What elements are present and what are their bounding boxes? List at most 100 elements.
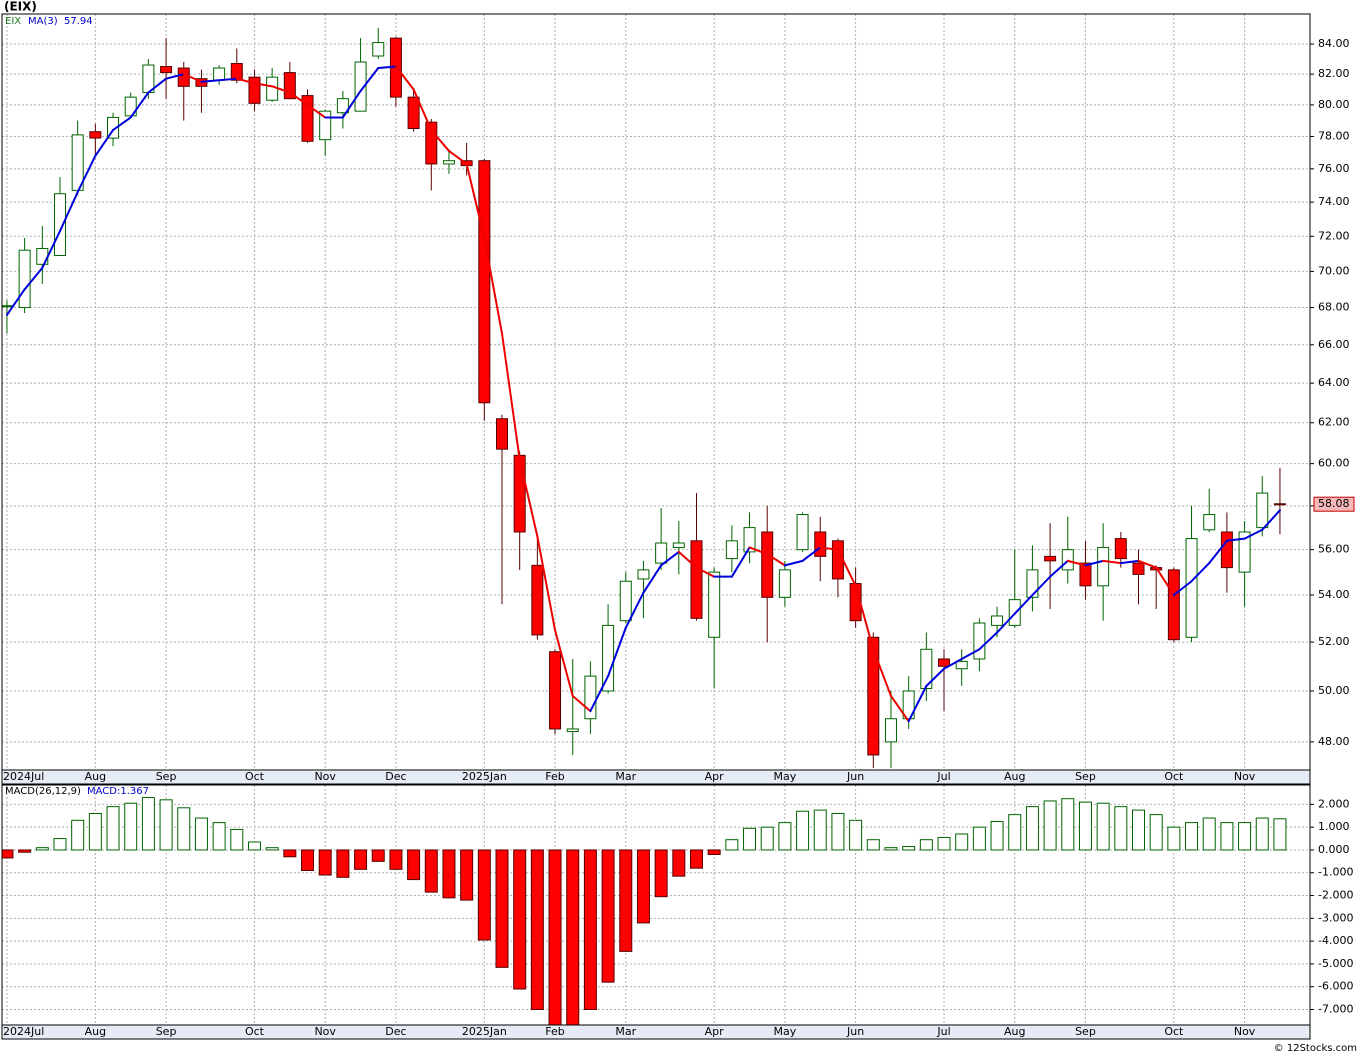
macd-bar [407, 849, 421, 881]
candle-body [89, 131, 102, 139]
x-tick-label: Apr [705, 1025, 725, 1038]
legend-ma-value: 57.94 [64, 16, 93, 27]
y-tick-label: 82.00 [1318, 67, 1350, 80]
y-tick-label: 52.00 [1318, 635, 1350, 648]
ma-segment [1013, 594, 1034, 615]
ma-segment [5, 288, 26, 316]
ma-segment [235, 77, 256, 85]
y-tick-label: 0.000 [1318, 843, 1350, 856]
ma-segment [518, 458, 539, 538]
candle-body [1273, 503, 1286, 506]
x-tick-label: Aug [85, 770, 106, 783]
y-tick-label: 1.000 [1318, 820, 1350, 833]
macd-bar [336, 849, 350, 878]
legend-ma-name: MA(3) [28, 16, 58, 27]
ma-segment [129, 91, 150, 119]
macd-bar [2, 849, 14, 859]
ma-segment [1031, 575, 1052, 597]
macd-bar [1149, 814, 1163, 851]
x-tick-label: 2024Jul [3, 1025, 44, 1038]
x-tick-label: Jul [936, 770, 950, 783]
ma-segment [872, 648, 892, 697]
candle-body [549, 651, 562, 730]
ma-segment [1119, 559, 1140, 565]
candle-body [107, 116, 120, 139]
candle-body [301, 95, 314, 142]
macd-bar [760, 826, 774, 851]
candle-body [637, 569, 650, 580]
x-tick-label: 2024Jul [3, 770, 44, 783]
ma-segment [695, 566, 716, 578]
candle-body [1220, 531, 1233, 569]
candle-body [1203, 514, 1216, 531]
ma-segment [430, 129, 450, 152]
candle-body [1114, 538, 1127, 560]
candle-body [902, 690, 915, 720]
x-tick-label: Sep [156, 770, 177, 783]
candle-body [973, 622, 986, 660]
x-tick-label: Nov [314, 1025, 336, 1038]
macd-bar [619, 849, 633, 952]
ma-segment [836, 548, 857, 587]
y-tick-label: 80.00 [1318, 98, 1350, 111]
macd-bar [124, 802, 138, 851]
candle-body [566, 728, 579, 733]
candle-body [531, 564, 544, 636]
ma-segment [412, 88, 433, 132]
last-price-box [1313, 496, 1355, 512]
macd-bar [919, 839, 933, 851]
macd-bar [371, 849, 385, 862]
x-tick-label: Sep [1075, 770, 1096, 783]
ma-segment [377, 65, 397, 70]
macd-bar [1202, 817, 1216, 851]
ma-segment [907, 685, 928, 723]
x-tick-label: Nov [1234, 1025, 1256, 1038]
y-tick-label: -4.000 [1318, 934, 1353, 947]
y-tick-label: -5.000 [1318, 957, 1353, 970]
y-tick-label: -1.000 [1318, 866, 1353, 879]
x-tick-label: Oct [245, 770, 265, 783]
candle-body [478, 160, 491, 404]
ma-segment [624, 591, 645, 629]
macd-bar [159, 799, 173, 851]
macd-bar [972, 826, 986, 851]
y-tick-label: 48.00 [1318, 735, 1350, 748]
candle-body [1061, 549, 1074, 571]
y-tick-label: 76.00 [1318, 162, 1350, 175]
y-tick-label: 78.00 [1318, 129, 1350, 142]
candle-body [672, 542, 685, 548]
macd-bar [601, 849, 615, 983]
macd-bar [743, 827, 757, 851]
macd-bar [1167, 826, 1181, 851]
macd-bar [71, 819, 85, 851]
macd-bar [707, 849, 721, 856]
ma-segment [306, 103, 327, 119]
ma-segment [571, 694, 592, 713]
candle-body [213, 67, 226, 81]
ma-segment [76, 154, 97, 194]
ma-segment [288, 91, 309, 106]
ma-segment [147, 77, 168, 94]
legend-symbol: EIX [5, 16, 21, 27]
macd-bar [1185, 822, 1199, 851]
ma-segment [1102, 559, 1122, 565]
candle-body [442, 160, 455, 165]
ma-segment [1190, 562, 1211, 583]
x-tick-label: Sep [156, 1025, 177, 1038]
macd-bar [1238, 822, 1252, 851]
macd-bar [884, 847, 898, 851]
macd-bar [1273, 818, 1287, 851]
macd-bar [442, 849, 456, 899]
price-panel-frame [1, 13, 1311, 785]
macd-bar [902, 846, 916, 851]
macd-bar [1096, 802, 1110, 851]
ma-segment [1208, 539, 1228, 565]
ma-segment [554, 629, 574, 697]
candle-body [1256, 492, 1269, 529]
ma-segment [182, 73, 203, 83]
ma-segment [41, 230, 61, 269]
macd-bar [460, 849, 474, 901]
x-tick-label: Feb [545, 770, 564, 783]
macd-bar [88, 812, 102, 851]
